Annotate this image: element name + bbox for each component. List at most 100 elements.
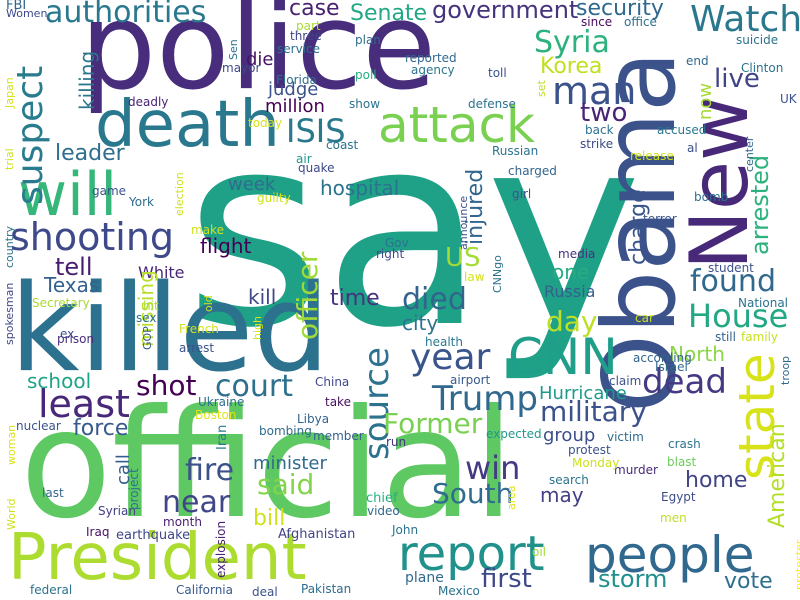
word-service: service bbox=[277, 42, 320, 56]
word-part: part bbox=[296, 19, 321, 33]
word-men: men bbox=[660, 511, 687, 525]
word-protest: protest bbox=[568, 443, 611, 457]
word-group: group bbox=[543, 425, 596, 446]
word-die: die bbox=[246, 49, 274, 70]
word-say: say bbox=[185, 78, 643, 386]
word-dead: dead bbox=[642, 362, 727, 402]
word-boston: Boston bbox=[195, 408, 237, 422]
word-video: video bbox=[367, 504, 400, 518]
word-reported: reported bbox=[405, 51, 457, 65]
word-victim: victim bbox=[607, 430, 644, 444]
word-iran: Iran bbox=[215, 424, 230, 450]
word-chief: chief bbox=[366, 491, 398, 506]
word-kill: kill bbox=[248, 285, 277, 309]
word-trial: trial bbox=[3, 148, 16, 170]
word-russian: Russian bbox=[492, 144, 539, 158]
word-watch: Watch bbox=[690, 0, 800, 40]
word-shooting: shooting bbox=[10, 215, 175, 259]
word-court: court bbox=[215, 369, 293, 404]
word-florida: Florida bbox=[276, 73, 317, 87]
word-women: Women bbox=[6, 7, 48, 20]
word-bombing: bombing bbox=[259, 424, 312, 438]
word-north: North bbox=[669, 342, 725, 366]
word-health: health bbox=[425, 335, 463, 349]
word-still: still bbox=[715, 330, 736, 344]
word-judge: judge bbox=[268, 79, 319, 100]
word-world: World bbox=[5, 498, 18, 530]
word-official: official bbox=[20, 378, 515, 552]
word-blast: blast bbox=[667, 455, 697, 469]
word-hit: hit bbox=[143, 299, 159, 313]
word-terror: terror bbox=[643, 212, 677, 226]
word-secretary: Secretary bbox=[32, 296, 90, 310]
word-minister: minister bbox=[253, 453, 327, 474]
word-last: last bbox=[42, 486, 64, 500]
word-gop: GOP bbox=[141, 326, 154, 350]
word-libya: Libya bbox=[297, 412, 330, 426]
word-take: take bbox=[325, 395, 351, 409]
word-tell: tell bbox=[55, 253, 93, 281]
word-attack: attack bbox=[378, 96, 535, 154]
word-storm: storm bbox=[598, 565, 668, 593]
word-suspect: suspect bbox=[10, 65, 51, 205]
word-may: may bbox=[540, 483, 584, 507]
word-month: month bbox=[163, 515, 202, 529]
word-killed: killed bbox=[10, 260, 330, 399]
word-mayor: mayor bbox=[222, 61, 261, 75]
word-report: report bbox=[398, 526, 545, 582]
word-afghanistan: Afghanistan bbox=[278, 527, 356, 542]
word-right: right bbox=[376, 247, 405, 261]
word-poll: poll bbox=[355, 68, 377, 82]
word-officer: officer bbox=[291, 251, 324, 340]
word-live: live bbox=[714, 64, 760, 94]
word-syria: Syria bbox=[534, 25, 610, 60]
word-case: case bbox=[289, 0, 340, 21]
word-accused: accused bbox=[657, 123, 707, 137]
word-end: end bbox=[686, 54, 709, 68]
word-national: National bbox=[738, 296, 789, 310]
word-set: set bbox=[535, 80, 548, 97]
word-office: office bbox=[624, 15, 657, 29]
word-deadly: deadly bbox=[128, 95, 169, 109]
word-plan: plan bbox=[355, 33, 381, 47]
word-high: high bbox=[251, 316, 264, 340]
word-korea: Korea bbox=[540, 54, 603, 79]
word-defense: defense bbox=[468, 97, 516, 111]
word-ukraine: Ukraine bbox=[198, 395, 245, 409]
word-guilty: guilty bbox=[257, 191, 291, 205]
word-home: home bbox=[685, 468, 748, 493]
word-suicide: suicide bbox=[736, 33, 779, 47]
word-found: found bbox=[690, 264, 776, 299]
word-trump: Trump bbox=[432, 379, 539, 419]
word-japan: Japan bbox=[3, 77, 16, 108]
word-died: died bbox=[402, 282, 467, 317]
word-fbi: FBI bbox=[6, 0, 27, 13]
word-syrian: Syrian bbox=[98, 504, 136, 518]
word-now: now bbox=[695, 82, 716, 120]
word-american: American bbox=[765, 423, 790, 528]
word-week: week bbox=[228, 174, 276, 195]
word-million: million bbox=[265, 96, 325, 117]
word-leader: leader bbox=[55, 141, 125, 166]
word-israel: Israel bbox=[655, 360, 688, 374]
word-bill: bill bbox=[253, 506, 286, 531]
word-sex: sex bbox=[136, 311, 157, 325]
word-game: game bbox=[92, 184, 127, 198]
word-two: two bbox=[580, 98, 628, 128]
word-three: three bbox=[290, 29, 322, 43]
word-south: South bbox=[432, 477, 514, 510]
word-monday: Monday bbox=[572, 456, 620, 470]
word-president: President bbox=[8, 521, 307, 595]
word-woman: woman bbox=[5, 424, 18, 465]
word-killing: killing bbox=[75, 50, 99, 110]
word-school: school bbox=[27, 369, 92, 393]
word-deal: deal bbox=[252, 585, 278, 599]
word-run: run bbox=[386, 435, 407, 449]
word-show: show bbox=[349, 97, 381, 111]
word-bomb: bomb bbox=[694, 190, 729, 204]
word-police: police bbox=[80, 0, 437, 117]
word-win: win bbox=[465, 449, 521, 487]
word-explosion: explosion bbox=[214, 520, 228, 578]
word-federal: federal bbox=[30, 583, 73, 597]
word-will: will bbox=[18, 160, 118, 230]
